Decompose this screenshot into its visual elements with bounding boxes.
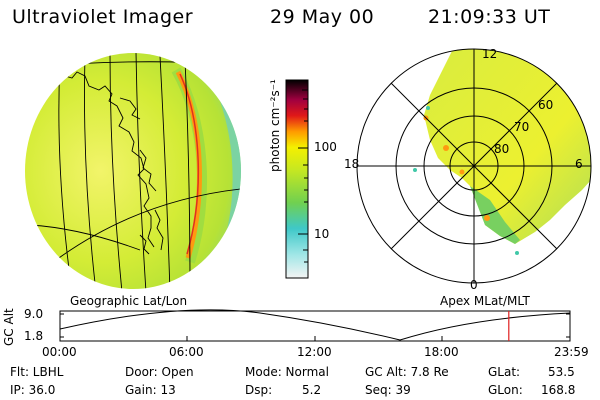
mlt-label-12: 12: [482, 47, 498, 61]
gc-alt-axis-title: GC Alt: [2, 308, 16, 346]
mlt-label-6: 6: [575, 157, 583, 171]
gain-status: Gain: 13: [125, 383, 176, 397]
seq-status: Seq: 39: [365, 383, 411, 397]
gc-alt-status: GC Alt: 7.8 Re: [365, 365, 449, 379]
mlat-label-70: 70: [514, 120, 530, 134]
date-label: 29 May 00: [270, 6, 375, 28]
alt-tick-high: 9.0: [24, 307, 44, 321]
time-label-1200: 12:00: [297, 345, 332, 359]
mode-status: Mode: Normal: [245, 365, 329, 379]
time-label: 21:09:33 UT: [428, 6, 551, 28]
colorbar-tick-10: 10: [314, 227, 330, 241]
glon-value: 168.8: [541, 383, 576, 397]
dsp-value: 5.2: [302, 383, 322, 397]
earth-disk-image: [25, 53, 241, 289]
mlat-label-60: 60: [538, 98, 554, 112]
ip-status: IP: 36.0: [10, 383, 56, 397]
time-label-0600: 06:00: [169, 345, 204, 359]
colorbar-unit-label: photon cm⁻²s⁻¹: [268, 79, 282, 172]
colorbar: [285, 79, 309, 279]
time-label-2359: 23:59: [554, 345, 589, 359]
geographic-caption: Geographic Lat/Lon: [70, 294, 188, 308]
polar-plot: [356, 48, 592, 284]
mlt-label-18: 18: [344, 157, 360, 171]
altitude-plot: [59, 309, 571, 342]
glat-label: GLat:: [488, 365, 521, 379]
filter-status: Flt: LBHL: [10, 365, 64, 379]
mlt-label-0: 0: [470, 278, 478, 292]
dsp-label: Dsp:: [245, 383, 273, 397]
colorbar-tick-100: 100: [314, 140, 337, 154]
apex-caption: Apex MLat/MLT: [440, 294, 530, 308]
instrument-title: Ultraviolet Imager: [12, 6, 194, 28]
mlat-label-80: 80: [494, 142, 510, 156]
time-label-1800: 18:00: [424, 345, 459, 359]
glat-value: 53.5: [548, 365, 575, 379]
glon-label: GLon:: [488, 383, 523, 397]
time-label-0000: 00:00: [42, 345, 77, 359]
door-status: Door: Open: [125, 365, 194, 379]
alt-tick-low: 1.8: [24, 329, 44, 343]
